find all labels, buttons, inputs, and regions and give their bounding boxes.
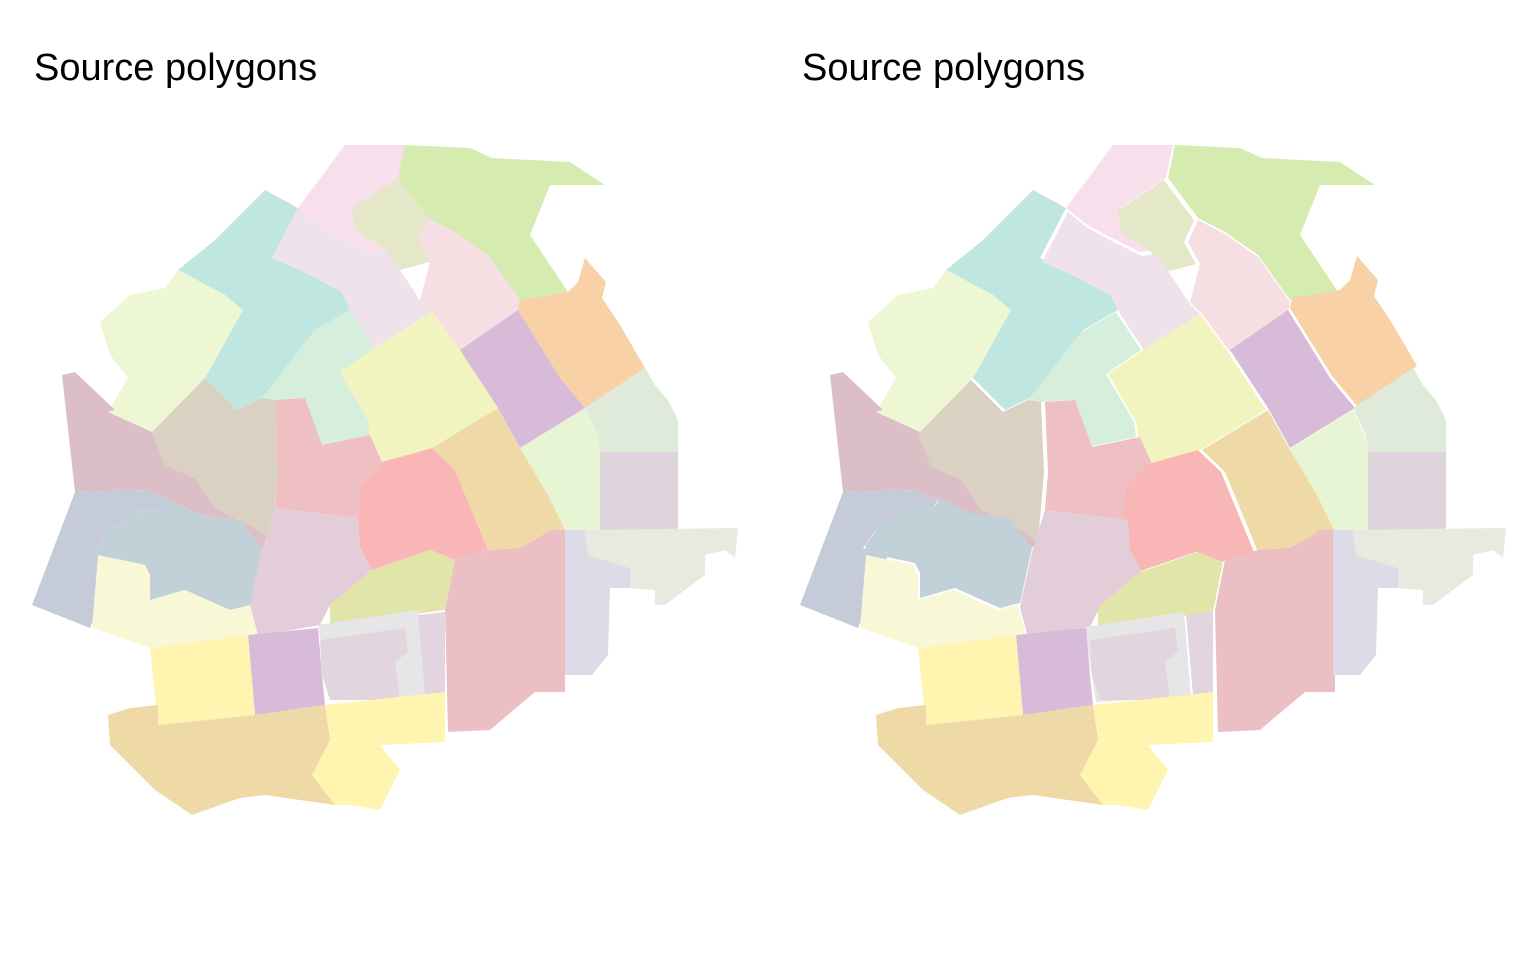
left-polygon-yellow-south	[150, 635, 255, 725]
right-polygon-lilac-east	[1186, 612, 1213, 695]
right-polygon-yellow-south	[918, 635, 1023, 725]
left-polygon-sand-south	[108, 705, 335, 815]
left-polygon-pink-large	[445, 530, 565, 732]
right-polygon-sand-south	[876, 705, 1103, 815]
right-polygon-grey-purple	[1368, 452, 1446, 530]
left-polygon-grey-purple	[600, 452, 678, 530]
right-polygon-lilac-light	[1090, 628, 1178, 700]
left-polygon-yellow-southeast	[312, 692, 445, 810]
right-polygon-pink-large	[1215, 530, 1335, 732]
left-polygon-lilac-light	[320, 628, 408, 700]
right-polygon-purple-south	[1016, 628, 1093, 715]
right-polygon-yellow-southeast	[1080, 692, 1213, 810]
source-polygons-map-right	[768, 0, 1536, 960]
left-polygon-purple-south	[248, 628, 325, 715]
source-polygons-map-left	[0, 0, 768, 960]
